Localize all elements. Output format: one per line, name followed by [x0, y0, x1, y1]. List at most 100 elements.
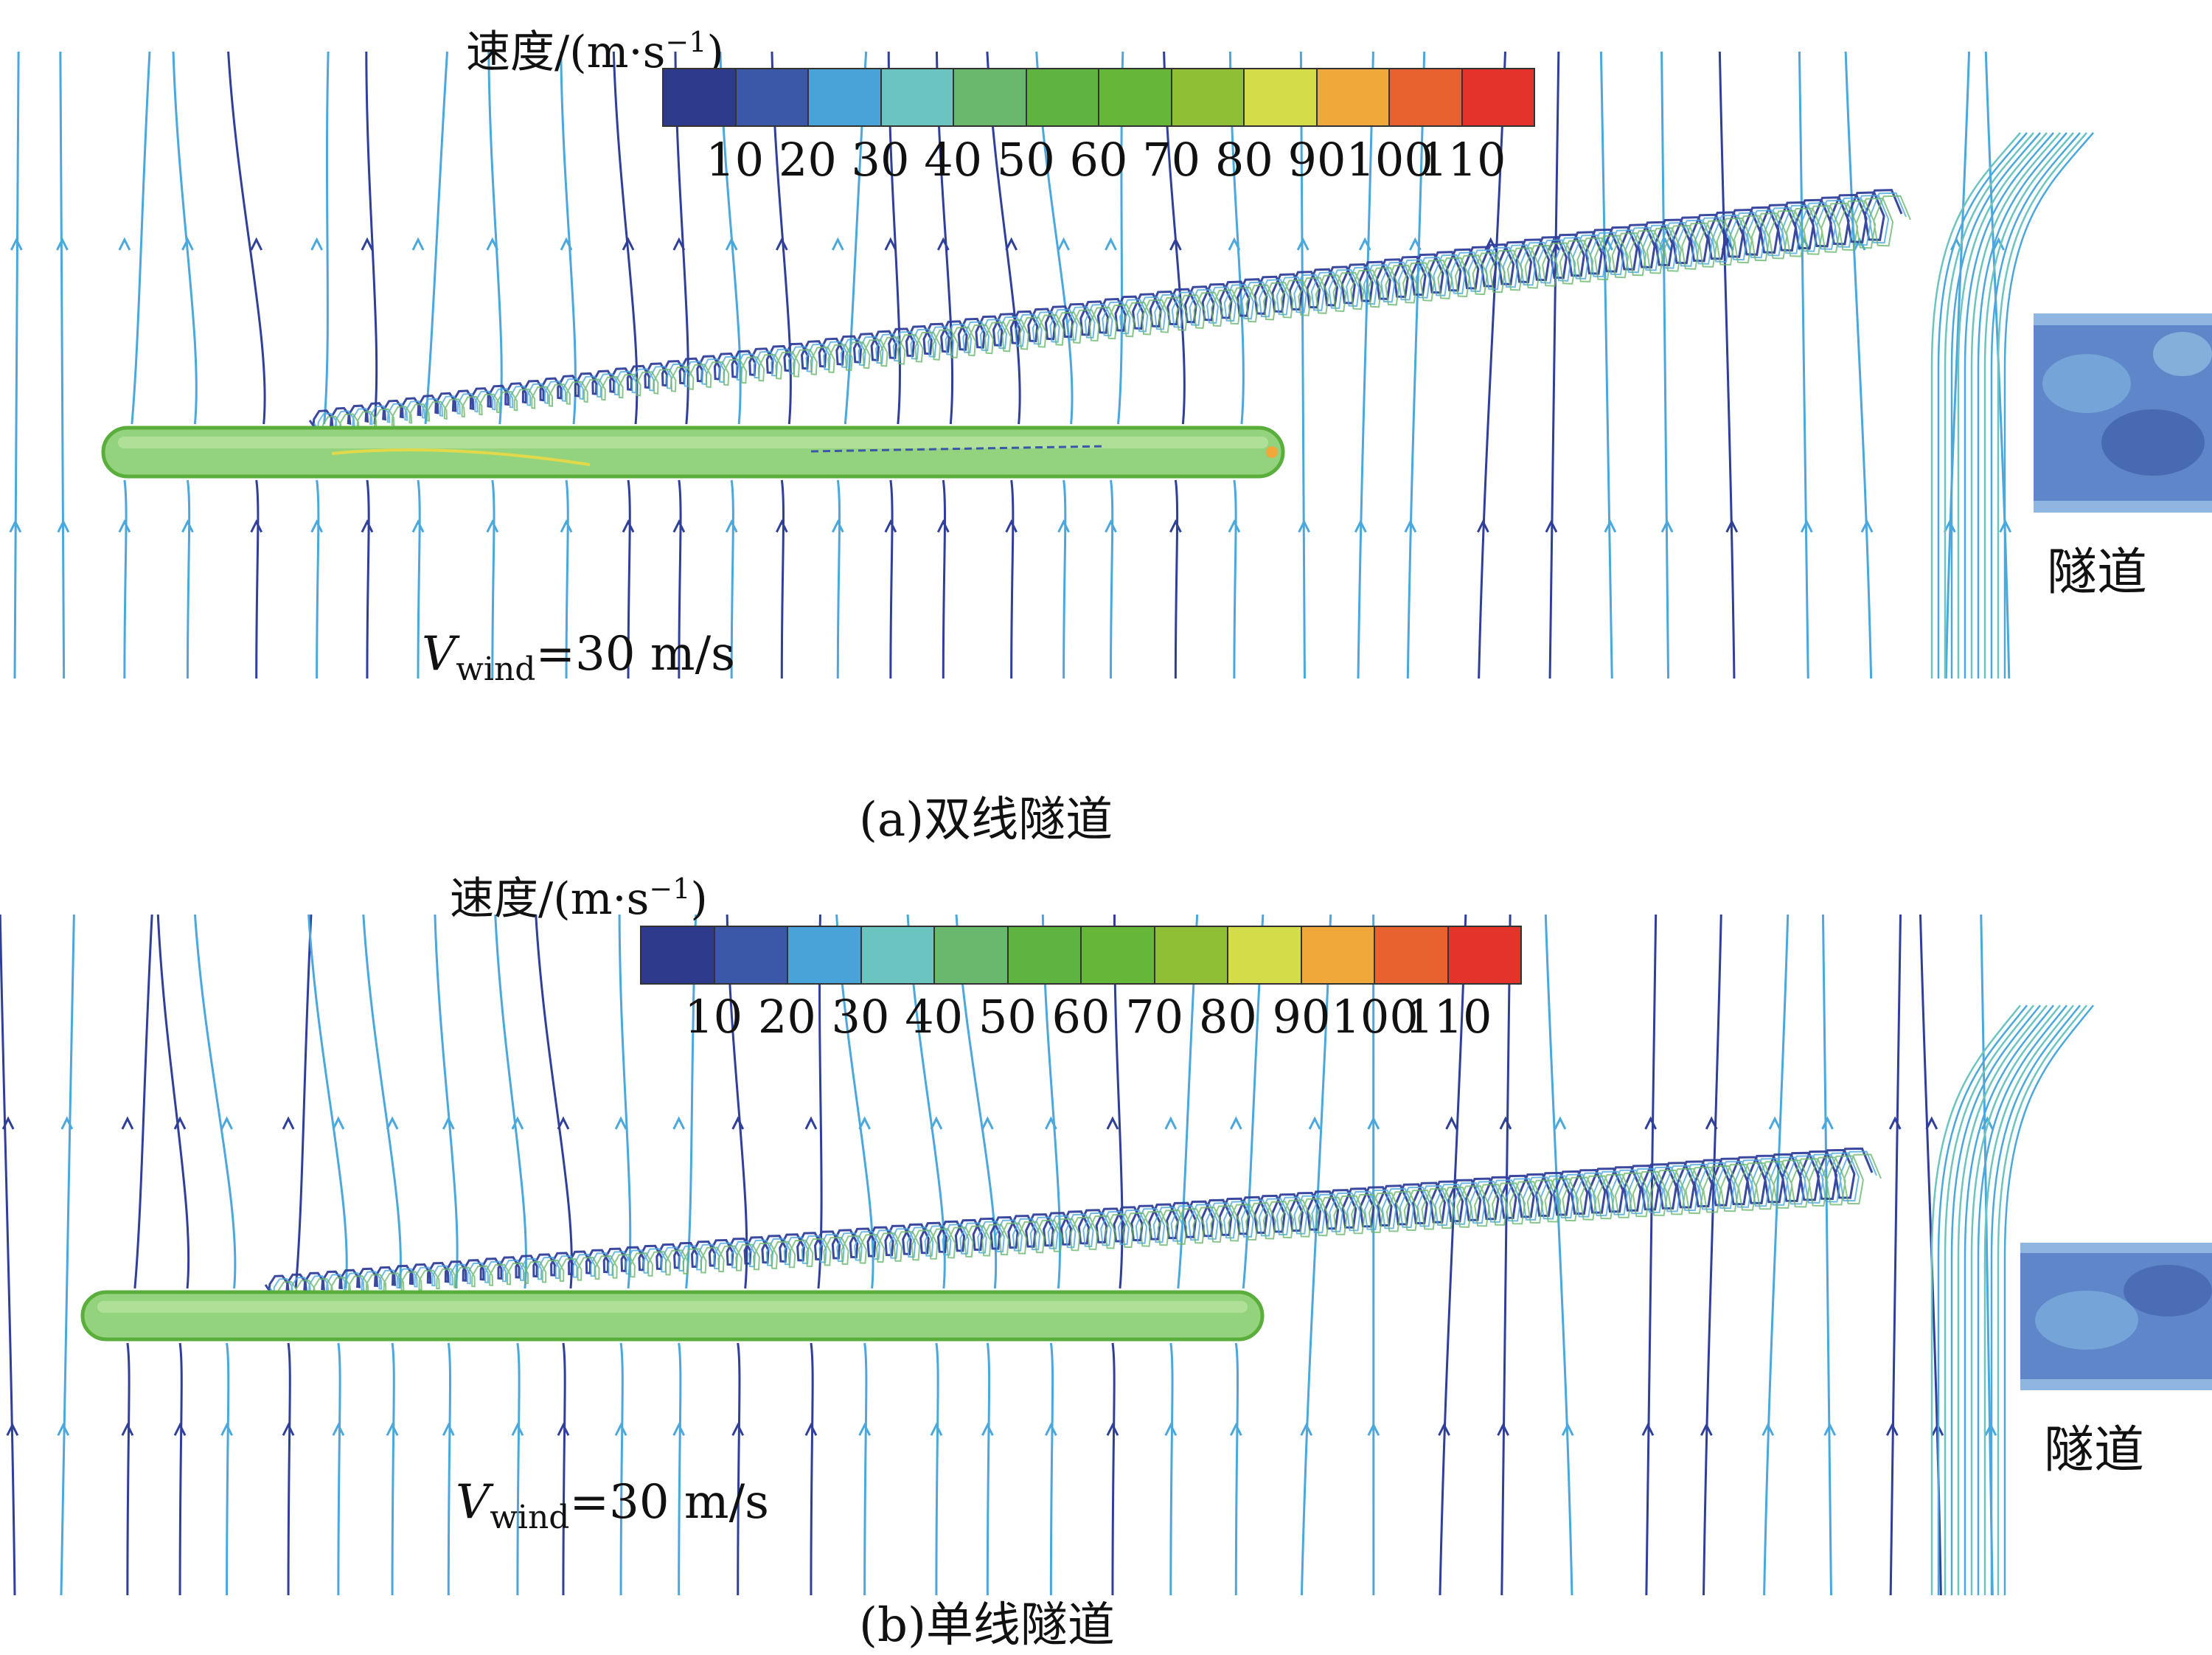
colorbar-segment	[1027, 69, 1100, 125]
streamline	[1646, 915, 1656, 1595]
colorbar-segment	[1463, 69, 1534, 125]
streamline	[128, 1343, 129, 1595]
streamline	[364, 915, 401, 1288]
streamline-arrow	[312, 522, 322, 532]
streamline-arrow	[1927, 1119, 1937, 1129]
streamline-arrow	[733, 1425, 743, 1435]
tunnel-label: 隧道	[2044, 1409, 2144, 1482]
streamline	[366, 52, 377, 424]
streamline	[1111, 480, 1113, 679]
streamline	[61, 915, 74, 1595]
streamline-arrow	[1890, 1119, 1900, 1129]
streamline-arrow	[616, 1119, 626, 1129]
streamline	[1234, 480, 1236, 679]
streamline	[158, 915, 188, 1288]
streamline-arrow	[1447, 1119, 1457, 1129]
streamline-arrow	[616, 1425, 626, 1435]
streamline-arrow	[1166, 1119, 1176, 1129]
streamline	[1545, 915, 1572, 1595]
streamline	[15, 52, 18, 679]
streamline	[1012, 480, 1013, 679]
streamline-arrow	[726, 522, 737, 532]
colorbar-segment	[1318, 69, 1391, 125]
streamline	[1550, 52, 1559, 679]
streamline-arrow	[1059, 240, 1069, 250]
streamline	[1175, 480, 1177, 679]
streamline	[173, 52, 196, 424]
streamline-arrow	[1231, 1425, 1241, 1435]
streamline-arrow	[886, 522, 896, 532]
streamline	[838, 480, 839, 679]
streamline-arrow	[1646, 1119, 1656, 1129]
streamline	[621, 1343, 622, 1595]
colorbar-segment	[1245, 69, 1318, 125]
streamline-arrow	[982, 1119, 992, 1129]
streamline	[1662, 52, 1669, 679]
streamline-arrow	[931, 1119, 942, 1129]
streamline-arrow	[1006, 240, 1017, 250]
streamline-arrow	[283, 1425, 293, 1435]
streamline-arrow	[312, 240, 322, 250]
streamline	[392, 1343, 394, 1595]
streamline	[125, 480, 126, 679]
streamline-arrow	[175, 1425, 185, 1435]
colorbar-title: 速度/(m·s−1)	[450, 863, 708, 927]
streamline	[943, 480, 945, 679]
streamline	[180, 1343, 181, 1595]
colorbar-segment	[1009, 927, 1082, 983]
tunnel-label: 隧道	[2047, 531, 2147, 604]
streamline-arrow	[938, 522, 948, 532]
streamline	[811, 1343, 813, 1595]
streamline-arrow	[558, 1425, 568, 1435]
caption-b: (b)单线隧道	[859, 1587, 1115, 1655]
streamline-arrow	[1046, 1425, 1056, 1435]
colorbar-segment	[1155, 927, 1229, 983]
streamline-arrow	[1107, 1425, 1118, 1435]
vortex-wake	[265, 1148, 1881, 1298]
streamline	[1799, 52, 1808, 679]
colorbar-segment	[1228, 927, 1302, 983]
streamline	[338, 1343, 340, 1595]
streamline-arrow	[182, 522, 192, 532]
streamline-arrow	[283, 1119, 293, 1129]
streamline-arrow	[122, 1119, 133, 1129]
colorbar	[662, 68, 1535, 127]
streamline-arrow	[806, 1119, 816, 1129]
streamline-arrow	[1166, 1425, 1176, 1435]
streamline-arrow	[860, 1425, 870, 1435]
streamline-arrow	[122, 1425, 133, 1435]
streamline-arrow	[222, 1425, 232, 1435]
colorbar-tick-label: 110	[1404, 990, 1492, 1044]
streamline	[187, 480, 189, 679]
colorbar-segment	[788, 927, 862, 983]
streamline-arrow	[938, 240, 948, 250]
streamline	[1064, 480, 1065, 679]
streamline	[679, 1343, 681, 1595]
streamline-arrow	[387, 1119, 397, 1129]
streamline-arrow	[623, 522, 633, 532]
streamline	[1171, 1343, 1172, 1595]
streamline	[1719, 52, 1734, 679]
train-body	[83, 1292, 1262, 1339]
colorbar-segment	[1390, 69, 1463, 125]
colorbar-segment	[935, 927, 1009, 983]
streamline	[495, 915, 526, 1288]
streamline	[891, 480, 892, 679]
streamline-arrow	[1059, 522, 1069, 532]
streamline-arrow	[512, 1425, 523, 1435]
colorbar-tick-label: 110	[1418, 133, 1506, 187]
train-body	[103, 428, 1283, 476]
streamline	[229, 52, 265, 424]
streamline	[1764, 915, 1788, 1595]
streamline	[1051, 1343, 1052, 1595]
streamline	[518, 1343, 519, 1595]
streamline	[425, 52, 448, 424]
streamline	[135, 915, 152, 1288]
streamline	[0, 915, 15, 1595]
streamline-arrow	[251, 240, 262, 250]
streamline-arrow	[1770, 1119, 1780, 1129]
streamline-arrow	[674, 1425, 684, 1435]
streamline	[367, 480, 369, 679]
